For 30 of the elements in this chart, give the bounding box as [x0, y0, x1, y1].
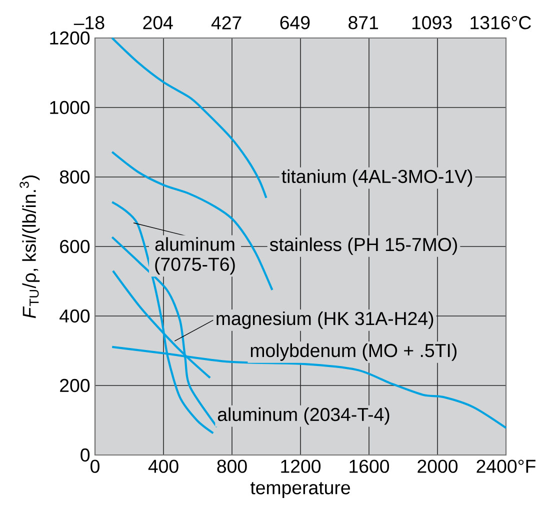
- series-label: titanium (4AL-3MO-1V): [282, 169, 472, 187]
- x-tick-label: 2000: [418, 460, 458, 473]
- x-tick-label: 2400°F: [476, 460, 536, 473]
- x-tick-label: 1200: [281, 460, 321, 473]
- x-tick-label: 400: [148, 460, 178, 473]
- text: magnesium (HK 31A-H24): [216, 311, 434, 329]
- y-tick-label: 0: [80, 448, 90, 462]
- x2-tick-label: 871: [348, 16, 378, 30]
- y-axis-title: F$_{TU}$/ρ, ksi/(lb/in.$^{3}$): [20, 175, 40, 318]
- y-tick-label: 400: [60, 309, 90, 323]
- series-label: aluminum (7075-T6): [155, 237, 235, 275]
- x2-tick-label: 204: [143, 16, 173, 30]
- line-series: [111, 36, 268, 199]
- series-label: molybdenum (MO + .5TI): [250, 343, 456, 361]
- y-tick-label: 1000: [50, 100, 90, 114]
- series-label: stainless (PH 15-7MO): [270, 237, 457, 255]
- x2-tick-label: 427: [211, 16, 242, 30]
- x-tick-label: 800: [217, 460, 247, 473]
- x2-tick-label: 1093: [412, 16, 452, 30]
- y-tick-label: 1200: [50, 31, 90, 45]
- x2-tick-label: –18: [74, 16, 104, 30]
- x-tick-label: 1600: [350, 460, 390, 473]
- y-tick-label: 200: [60, 378, 90, 392]
- y-tick-label: 600: [60, 240, 90, 254]
- x-tick-label: 0: [90, 460, 100, 473]
- series-label: aluminum (2034-T-4): [218, 407, 390, 425]
- x2-tick-label: 1316°C: [470, 16, 531, 30]
- x2-tick-label: 649: [280, 16, 310, 30]
- x-axis-title: temperature: [250, 482, 350, 498]
- y-tick-label: 800: [60, 170, 90, 184]
